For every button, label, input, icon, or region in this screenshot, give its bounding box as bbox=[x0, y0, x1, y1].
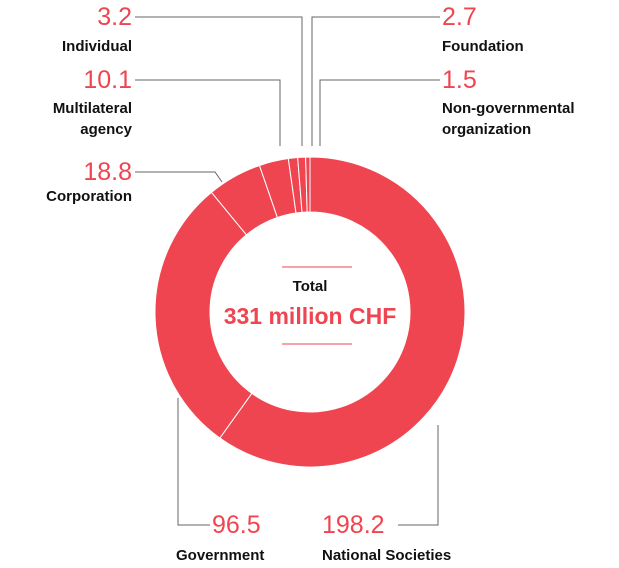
value-label: 198.2 bbox=[322, 511, 385, 539]
leader-line bbox=[135, 171, 223, 183]
category-label: Individual bbox=[61, 38, 132, 55]
donut-slice bbox=[154, 191, 253, 439]
value-label: 3.2 bbox=[97, 3, 132, 31]
category-label: Corporation bbox=[46, 188, 132, 205]
leader-line bbox=[319, 79, 440, 146]
value-label: 2.7 bbox=[442, 3, 477, 31]
value-label: 18.8 bbox=[83, 158, 132, 186]
category-label: Non-governmental organization bbox=[442, 100, 575, 138]
value-label: 1.5 bbox=[442, 66, 477, 94]
leader-line bbox=[398, 425, 439, 526]
category-label: National Societies bbox=[322, 547, 452, 564]
value-label: 10.1 bbox=[83, 66, 132, 94]
leader-line bbox=[311, 16, 440, 146]
category-label: Government bbox=[176, 547, 265, 564]
center-label: Total bbox=[292, 278, 328, 295]
leader-line bbox=[135, 16, 303, 146]
category-label: Foundation bbox=[442, 38, 524, 55]
leader-line bbox=[177, 398, 210, 526]
value-label: 96.5 bbox=[212, 511, 261, 539]
leader-line bbox=[135, 79, 281, 146]
donut-slice bbox=[219, 156, 466, 468]
category-label: Multilateral agency bbox=[52, 100, 132, 138]
center-value: 331 million CHF bbox=[223, 303, 397, 329]
donut-slice bbox=[305, 156, 311, 213]
